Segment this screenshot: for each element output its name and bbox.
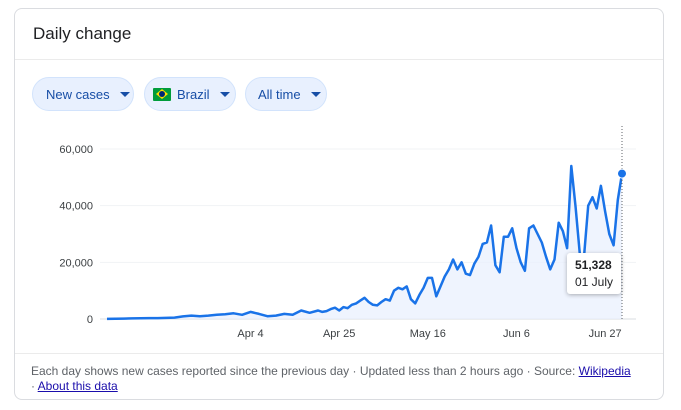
cases-series-line xyxy=(106,164,624,321)
footer-separator: · xyxy=(31,379,38,393)
footer-note: Each day shows new cases reported since … xyxy=(31,364,656,394)
metric-dropdown[interactable]: New cases xyxy=(32,77,134,111)
y-tick-label: 0 xyxy=(87,314,93,326)
x-tick-label: May 16 xyxy=(410,328,446,340)
cases-area-fill xyxy=(107,166,622,319)
x-tick-label: Apr 25 xyxy=(323,328,355,340)
x-tick-label: Apr 4 xyxy=(237,328,263,340)
value-tooltip: 51,328 01 July xyxy=(567,253,622,294)
y-tick-label: 20,000 xyxy=(59,257,93,269)
country-dropdown[interactable]: Brazil xyxy=(144,77,236,111)
footer-divider xyxy=(15,353,663,354)
brazil-flag-icon xyxy=(153,87,171,101)
tooltip-date: 01 July xyxy=(575,275,614,289)
daily-cases-chart: 0 20,000 40,000 60,000 Apr 4 Apr 25 May 16 Jun… xyxy=(59,126,636,340)
y-tick-label: 40,000 xyxy=(59,201,93,213)
y-axis: 0 20,000 40,000 60,000 xyxy=(59,144,93,326)
source-link[interactable]: Wikipedia xyxy=(578,364,631,378)
metric-dropdown-label: New cases xyxy=(46,86,110,102)
timerange-dropdown-label: All time xyxy=(258,86,301,102)
about-data-link[interactable]: About this data xyxy=(37,379,118,393)
x-tick-label: Jun 6 xyxy=(503,328,530,340)
title-divider xyxy=(15,59,663,60)
footer-text: Each day shows new cases reported since … xyxy=(31,364,579,378)
chevron-down-icon xyxy=(219,91,230,97)
chevron-down-icon xyxy=(310,91,321,97)
x-axis: Apr 4 Apr 25 May 16 Jun 6 Jun 27 xyxy=(237,328,621,340)
x-tick-label: Jun 27 xyxy=(589,328,622,340)
y-tick-label: 60,000 xyxy=(59,144,93,156)
daily-change-card: Daily change New cases Brazil All time E… xyxy=(14,8,664,400)
country-dropdown-label: Brazil xyxy=(177,86,210,102)
timerange-dropdown[interactable]: All time xyxy=(245,77,327,111)
chevron-down-icon xyxy=(119,91,130,97)
tooltip-value: 51,328 xyxy=(575,258,612,272)
card-title: Daily change xyxy=(33,24,132,43)
highlight-point[interactable] xyxy=(617,168,627,179)
